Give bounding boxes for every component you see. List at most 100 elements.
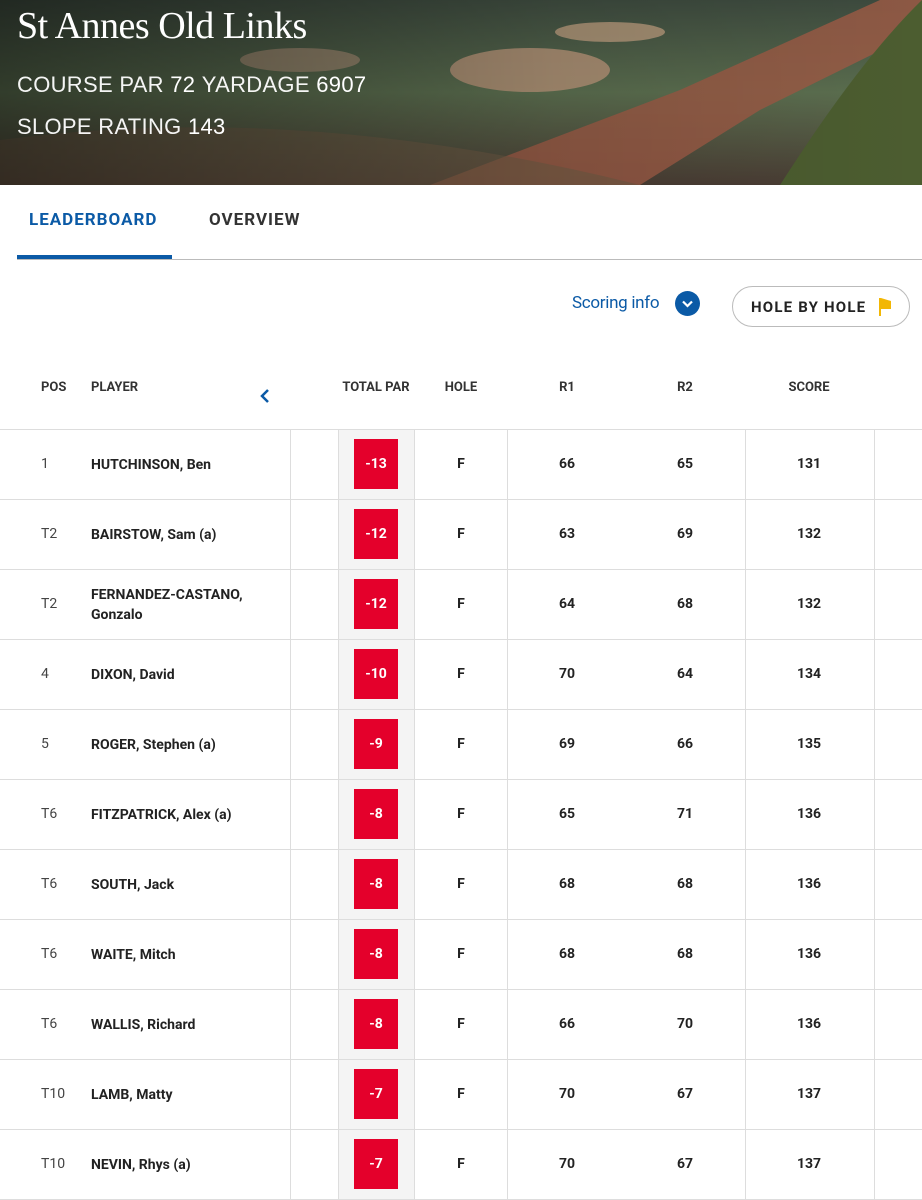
score: 136 [796,946,822,962]
slope-label: SLOPE RATING [17,114,182,139]
player-name: WALLIS, Richard [91,1017,196,1033]
tab[interactable]: OVERVIEW [209,210,301,230]
hole: F [457,1086,465,1102]
hole: F [457,946,465,962]
round-2: 71 [676,806,694,822]
round-1: 65 [558,806,576,822]
column-divider [874,430,875,1200]
tab[interactable]: LEADERBOARD [29,210,158,230]
player-name: NEVIN, Rhys (a) [91,1157,191,1173]
yardage-label: YARDAGE [201,72,310,97]
round-1: 70 [558,1156,576,1172]
round-1: 68 [558,876,576,892]
score: 136 [796,876,822,892]
round-2: 68 [676,876,694,892]
player-name: LAMB, Matty [91,1087,173,1103]
total-par-badge: -7 [354,1139,398,1189]
player-name: FITZPATRICK, Alex (a) [91,807,232,823]
slope-info: SLOPE RATING 143 [17,114,226,140]
column-header: SCORE [788,380,830,395]
round-2: 66 [676,736,694,752]
par-value: 72 [170,72,196,97]
position: T10 [41,1086,66,1102]
hole: F [457,736,465,752]
hole: F [457,596,465,612]
total-par-badge: -8 [354,859,398,909]
round-2: 68 [676,946,694,962]
scoring-info-link[interactable]: Scoring info [572,293,660,313]
yardage-value: 6907 [316,72,367,97]
round-1: 66 [558,1016,576,1032]
row-divider [0,639,922,640]
score: 134 [796,666,822,682]
score: 131 [796,456,822,472]
divider [17,259,922,260]
score: 135 [796,736,822,752]
column-header: R2 [677,380,693,395]
round-1: 70 [558,666,576,682]
column-divider [290,430,291,1200]
button-label: HOLE BY HOLE [751,298,867,316]
row-divider [0,1129,922,1130]
column-divider [414,430,415,1200]
position: T6 [41,876,58,892]
score: 137 [796,1156,822,1172]
hole: F [457,456,465,472]
expand-icon[interactable] [675,291,700,316]
total-par-badge: -7 [354,1069,398,1119]
round-1: 66 [558,456,576,472]
position: T10 [41,1156,66,1172]
round-2: 69 [676,526,694,542]
round-1: 69 [558,736,576,752]
total-par-badge: -9 [354,719,398,769]
position: T6 [41,946,58,962]
hero-banner: St Annes Old Links COURSE PAR 72 YARDAGE… [0,0,922,185]
round-2: 65 [676,456,694,472]
round-2: 70 [676,1016,694,1032]
player-name: DIXON, David [91,667,175,683]
row-divider [0,779,922,780]
total-par-badge: -8 [354,999,398,1049]
row-divider [0,499,922,500]
total-par-badge: -8 [354,929,398,979]
round-2: 67 [676,1156,694,1172]
player-name: WAITE, Mitch [91,947,176,963]
player-name: BAIRSTOW, Sam (a) [91,527,217,543]
flag-icon [879,298,891,316]
row-divider [0,849,922,850]
round-1: 64 [558,596,576,612]
scroll-left-icon[interactable] [258,388,272,404]
column-divider [745,430,746,1200]
course-title: St Annes Old Links [17,5,307,47]
round-1: 70 [558,1086,576,1102]
column-header: POS [41,380,67,395]
total-par-badge: -8 [354,789,398,839]
round-1: 63 [558,526,576,542]
round-2: 67 [676,1086,694,1102]
hole-by-hole-button[interactable]: HOLE BY HOLE [732,286,910,327]
column-header: R1 [559,380,575,395]
row-divider [0,429,922,430]
active-tab-indicator [17,255,172,259]
row-divider [0,989,922,990]
hole: F [457,1016,465,1032]
round-2: 68 [676,596,694,612]
hole: F [457,876,465,892]
total-par-badge: -12 [354,509,398,559]
total-par-badge: -12 [354,579,398,629]
score: 132 [796,596,822,612]
player-name: FERNANDEZ-CASTANO, Gonzalo [91,587,243,623]
position: T6 [41,1016,58,1032]
total-par-badge: -13 [354,439,398,489]
par-label: COURSE PAR [17,72,164,97]
hole: F [457,806,465,822]
total-par-badge: -10 [354,649,398,699]
round-2: 64 [676,666,694,682]
score: 132 [796,526,822,542]
course-info: COURSE PAR 72 YARDAGE 6907 [17,72,366,98]
hole: F [457,666,465,682]
position: T6 [41,806,58,822]
position: 4 [41,666,49,682]
column-header: HOLE [444,380,478,395]
